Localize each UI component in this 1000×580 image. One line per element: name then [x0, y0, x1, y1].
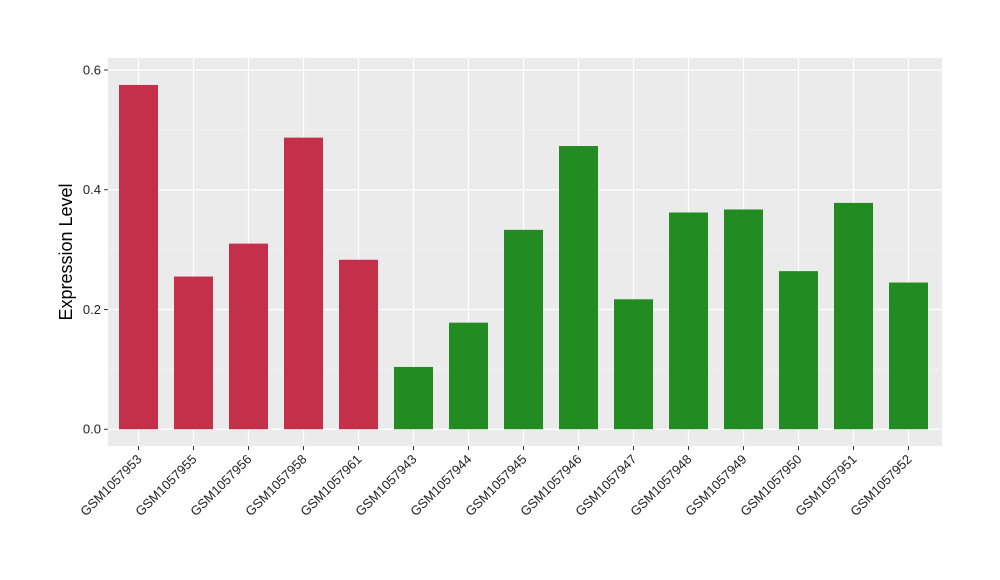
- bar-GSM1057946: [559, 146, 598, 430]
- bar-GSM1057943: [394, 366, 433, 430]
- y-axis: 0.0 0.2 0.4 0.6: [83, 62, 108, 437]
- bar-GSM1057956: [229, 243, 268, 430]
- y-tick-label: 0.4: [83, 182, 101, 197]
- bar-GSM1057958: [284, 137, 323, 430]
- y-axis-title: Expression Level: [56, 183, 76, 320]
- x-axis: GSM1057953GSM1057955GSM1057956GSM1057958…: [77, 446, 915, 519]
- bar-GSM1057961: [339, 259, 378, 430]
- bar-GSM1057949: [724, 209, 763, 430]
- y-tick-label: 0.6: [83, 62, 101, 77]
- bar-GSM1057944: [449, 322, 488, 430]
- bar-GSM1057950: [779, 271, 818, 430]
- bar-GSM1057953: [119, 84, 158, 430]
- bar-GSM1057948: [669, 212, 708, 430]
- y-tick-label: 0.0: [83, 422, 101, 437]
- bar-GSM1057952: [889, 282, 928, 430]
- bar-GSM1057955: [174, 276, 213, 430]
- y-tick-label: 0.2: [83, 302, 101, 317]
- bars: [119, 84, 928, 430]
- bar-GSM1057951: [834, 202, 873, 430]
- bar-GSM1057947: [614, 299, 653, 430]
- bar-GSM1057945: [504, 229, 543, 430]
